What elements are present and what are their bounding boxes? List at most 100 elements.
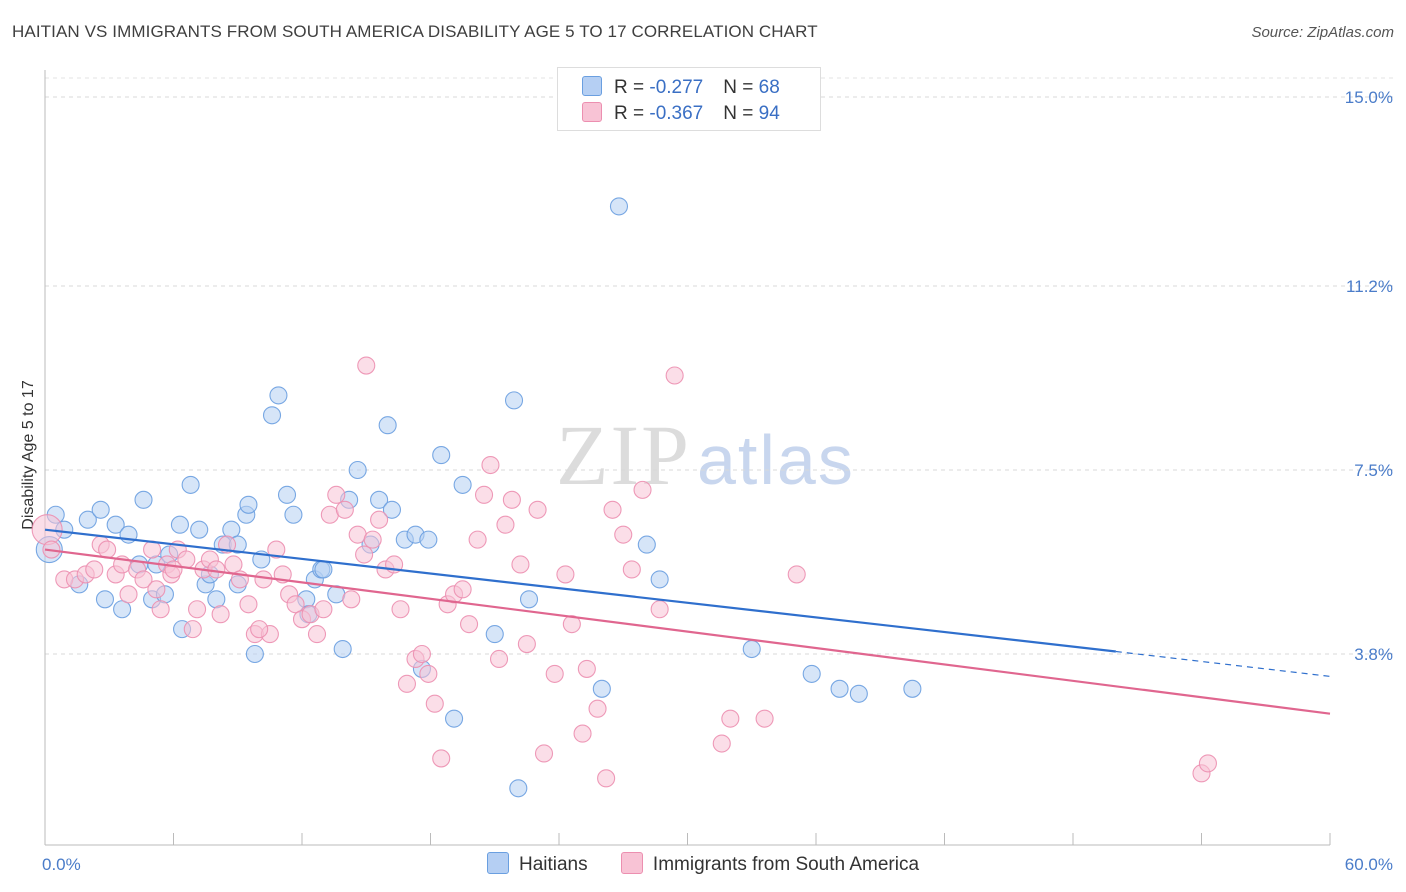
- legend-r-label: R =: [614, 77, 650, 98]
- y-tick-label: 3.8%: [1354, 645, 1393, 664]
- south-america-point: [432, 749, 451, 768]
- south-america-point: [363, 530, 382, 549]
- haitians-point: [485, 625, 504, 644]
- x-tick-label: 60.0%: [1345, 855, 1393, 874]
- haitians-point: [637, 535, 656, 554]
- legend-r-value: -0.277: [649, 77, 704, 98]
- series-legend-south-america: Immigrants from South America: [620, 852, 920, 876]
- south-america-point: [348, 525, 367, 544]
- south-america-point: [254, 570, 273, 589]
- haitians-point: [378, 416, 397, 435]
- south-america-point: [307, 625, 327, 644]
- south-america-point: [502, 490, 521, 509]
- haitians-point: [106, 515, 125, 534]
- series-legend: Haitians Immigrants from South America: [0, 852, 1406, 876]
- source-label: Source: ZipAtlas.com: [1251, 24, 1394, 41]
- haitians-point: [903, 679, 922, 698]
- south-america-point: [134, 570, 153, 589]
- haitians-point: [592, 679, 611, 698]
- south-america-point: [496, 515, 515, 534]
- haitians-point: [91, 500, 110, 519]
- haitians-point: [207, 590, 226, 609]
- south-america-point: [119, 585, 138, 604]
- south-america-point: [239, 595, 258, 614]
- south-america-point: [556, 565, 575, 584]
- haitians-point: [78, 510, 97, 529]
- south-america-point: [665, 366, 684, 385]
- south-america-point: [588, 699, 607, 718]
- south-america-point: [419, 664, 438, 683]
- haitians-point: [504, 391, 524, 410]
- haitians-point: [269, 386, 288, 405]
- y-tick-label: 11.2%: [1346, 277, 1393, 296]
- south-america-point: [250, 620, 269, 639]
- south-america-point: [712, 734, 731, 753]
- series-legend-label: Haitians: [518, 854, 588, 875]
- south-america-point: [534, 744, 554, 763]
- south-america-point: [622, 560, 641, 579]
- south-america-point: [1198, 754, 1217, 773]
- haitians-point: [262, 406, 282, 425]
- legend-n-value: 94: [758, 103, 780, 124]
- legend-n-value: 68: [758, 77, 780, 98]
- south-america-point: [164, 560, 183, 579]
- south-america-point: [412, 644, 431, 664]
- south-america-point: [183, 620, 202, 639]
- south-america-point: [489, 649, 509, 669]
- south-america-point: [573, 724, 592, 743]
- haitians-point: [849, 684, 868, 703]
- south-america-point: [474, 485, 494, 504]
- south-america-point: [85, 560, 104, 579]
- south-america-point: [147, 580, 166, 599]
- haitians-point: [284, 505, 303, 524]
- haitians-point: [245, 644, 264, 664]
- south-america-point: [468, 530, 487, 549]
- south-america-point: [528, 500, 547, 519]
- haitians-point: [370, 490, 389, 509]
- haitians-point: [609, 197, 629, 216]
- south-america-point: [211, 605, 230, 624]
- south-america-point: [545, 664, 564, 683]
- south-america-point: [98, 540, 117, 559]
- chart-title: HAITIAN VS IMMIGRANTS FROM SOUTH AMERICA…: [12, 22, 818, 41]
- haitians-point: [802, 664, 821, 683]
- south-america-point: [787, 565, 806, 584]
- haitians-point: [419, 530, 438, 549]
- south-america-point: [320, 505, 339, 524]
- south-america-point: [314, 600, 333, 619]
- south-america-point: [453, 580, 472, 599]
- south-america-point: [459, 615, 479, 634]
- haitians-point: [277, 485, 297, 504]
- haitians-point: [181, 475, 200, 494]
- south-america-point: [391, 600, 410, 619]
- y-tick-label: 7.5%: [1354, 461, 1393, 480]
- haitians-point: [519, 590, 539, 609]
- south-america-point: [755, 709, 774, 728]
- haitians-point: [314, 560, 333, 579]
- watermark-zip: ZIP: [556, 407, 691, 503]
- legend-r-value: -0.367: [649, 103, 704, 124]
- south-america-point: [650, 600, 669, 619]
- south-america-point: [721, 709, 740, 728]
- south-america-point: [562, 615, 581, 634]
- legend-swatch-blue: [582, 76, 602, 96]
- south-america-trend-line: [44, 548, 1331, 715]
- legend-row-south-america: R = -0.367 N = 94: [582, 102, 780, 126]
- south-america-point: [267, 540, 286, 559]
- haitians-point: [445, 709, 464, 728]
- haitians-point: [113, 600, 132, 619]
- south-america-point: [597, 769, 616, 788]
- south-america-point: [481, 455, 500, 475]
- legend-r-label: R =: [614, 103, 650, 124]
- haitians-point: [170, 515, 189, 534]
- series-legend-label: Immigrants from South America: [652, 854, 920, 875]
- haitians-trend-extension: [1115, 650, 1331, 677]
- south-america-point: [355, 545, 374, 564]
- series-legend-swatch-pink: [620, 852, 643, 874]
- south-america-point: [603, 500, 622, 519]
- legend-row-haitians: R = -0.277 N = 68: [582, 76, 780, 100]
- haitians-point: [650, 570, 669, 589]
- south-america-point: [370, 510, 389, 529]
- y-tick-label: 15.0%: [1345, 88, 1393, 107]
